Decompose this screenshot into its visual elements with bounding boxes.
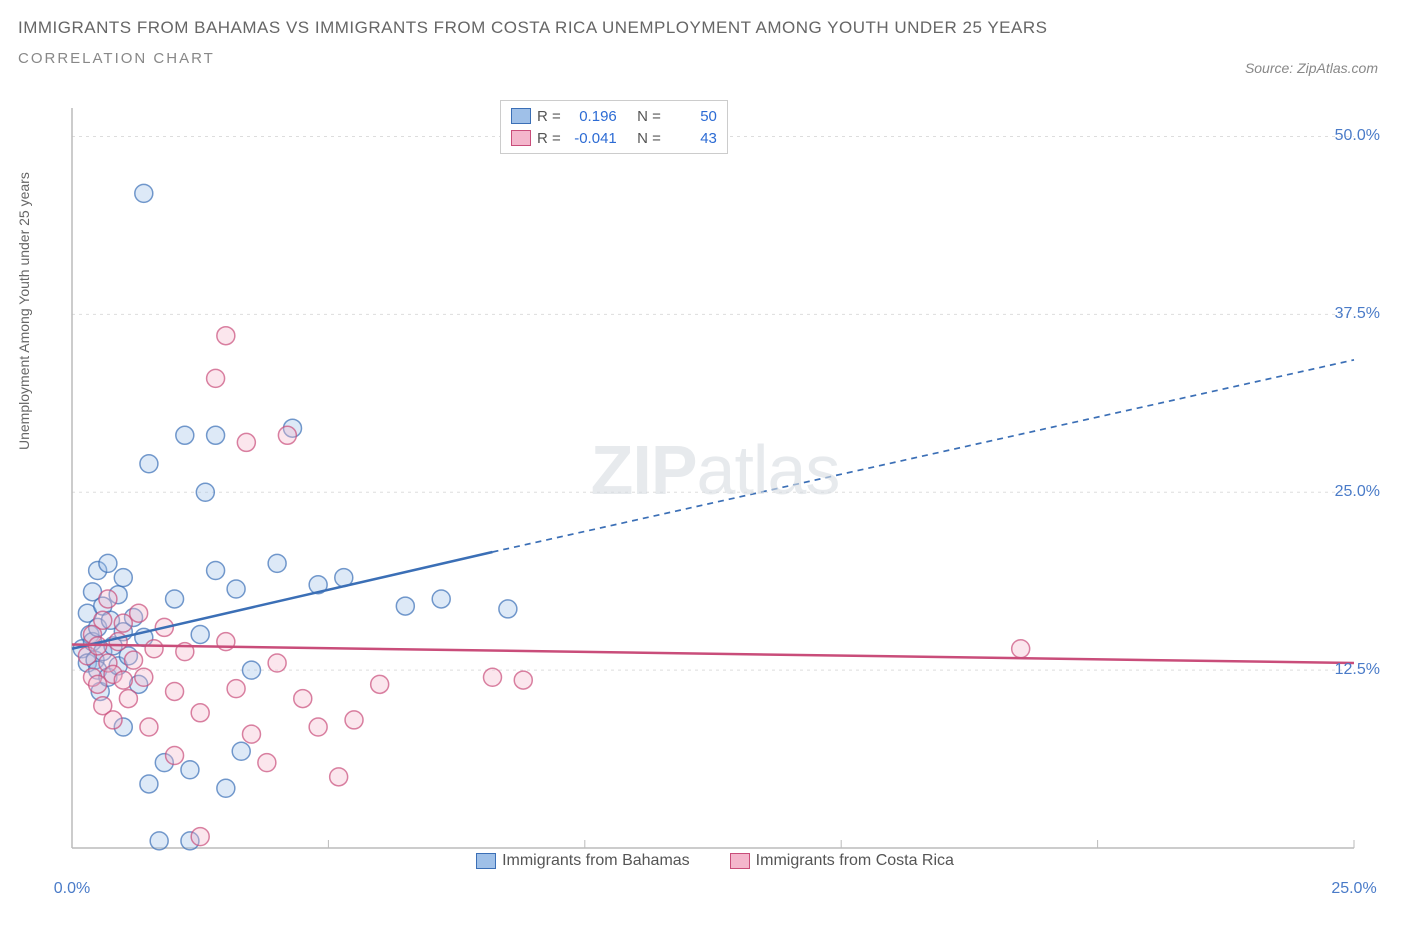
scatter-point: [499, 600, 517, 618]
scatter-point: [237, 433, 255, 451]
legend-swatch: [511, 130, 531, 146]
scatter-point: [207, 562, 225, 580]
scatter-point: [99, 554, 117, 572]
legend-row: R = 0.196 N = 50: [511, 105, 717, 127]
scatter-point: [191, 828, 209, 846]
x-tick-max: 25.0%: [1331, 880, 1376, 898]
scatter-point: [217, 779, 235, 797]
scatter-point: [94, 611, 112, 629]
trend-line-solid: [72, 645, 1354, 664]
legend-swatch: [476, 853, 496, 869]
scatter-point: [191, 704, 209, 722]
scatter-point: [345, 711, 363, 729]
scatter-point: [207, 426, 225, 444]
scatter-point: [242, 661, 260, 679]
legend-swatch: [730, 853, 750, 869]
scatter-point: [166, 682, 184, 700]
scatter-point: [89, 675, 107, 693]
chart-subtitle: CORRELATION CHART: [18, 50, 1047, 67]
scatter-point: [130, 604, 148, 622]
source-attribution: Source: ZipAtlas.com: [1245, 60, 1378, 76]
scatter-point: [99, 590, 117, 608]
scatter-point: [483, 668, 501, 686]
scatter-point: [371, 675, 389, 693]
chart-area: ZIPatlas R =0.196 N =50R =-0.041 N =43 I…: [60, 100, 1370, 870]
scatter-point: [166, 590, 184, 608]
scatter-point: [232, 742, 250, 760]
scatter-point: [145, 640, 163, 658]
scatter-point: [166, 747, 184, 765]
y-tick-label: 12.5%: [1335, 661, 1380, 679]
scatter-plot: [60, 100, 1370, 870]
scatter-point: [135, 668, 153, 686]
scatter-point: [150, 832, 168, 850]
legend-n-label: N =: [637, 130, 661, 147]
scatter-point: [114, 671, 132, 689]
scatter-point: [217, 327, 235, 345]
scatter-point: [278, 426, 296, 444]
y-tick-label: 37.5%: [1335, 305, 1380, 323]
legend-r-label: R =: [537, 108, 561, 125]
legend-series-label: Immigrants from Costa Rica: [756, 852, 954, 870]
scatter-point: [432, 590, 450, 608]
y-axis-label: Unemployment Among Youth under 25 years: [16, 172, 32, 450]
chart-title: IMMIGRANTS FROM BAHAMAS VS IMMIGRANTS FR…: [18, 18, 1047, 38]
legend-r-value: -0.041: [567, 130, 617, 147]
scatter-point: [207, 369, 225, 387]
scatter-point: [176, 426, 194, 444]
legend-r-label: R =: [537, 130, 561, 147]
scatter-point: [114, 569, 132, 587]
scatter-point: [140, 775, 158, 793]
legend-series: Immigrants from Bahamas Immigrants from C…: [60, 852, 1370, 874]
scatter-point: [135, 184, 153, 202]
scatter-point: [119, 690, 137, 708]
trend-line-dashed: [492, 360, 1354, 552]
scatter-point: [140, 718, 158, 736]
scatter-point: [514, 671, 532, 689]
legend-correlation: R = 0.196 N = 50 R = -0.041 N = 43: [500, 100, 728, 154]
scatter-point: [191, 626, 209, 644]
scatter-point: [104, 711, 122, 729]
scatter-point: [268, 654, 286, 672]
legend-n-value: 50: [667, 108, 717, 125]
scatter-point: [330, 768, 348, 786]
y-tick-label: 25.0%: [1335, 483, 1380, 501]
x-tick-origin: 0.0%: [54, 880, 90, 898]
y-tick-label: 50.0%: [1335, 127, 1380, 145]
legend-series-label: Immigrants from Bahamas: [502, 852, 690, 870]
legend-swatch: [511, 108, 531, 124]
scatter-point: [114, 614, 132, 632]
scatter-point: [309, 718, 327, 736]
scatter-point: [227, 580, 245, 598]
scatter-point: [196, 483, 214, 501]
legend-series-item: Immigrants from Costa Rica: [730, 852, 954, 870]
legend-n-value: 43: [667, 130, 717, 147]
legend-series-item: Immigrants from Bahamas: [476, 852, 690, 870]
scatter-point: [140, 455, 158, 473]
scatter-point: [242, 725, 260, 743]
legend-n-label: N =: [637, 108, 661, 125]
scatter-point: [268, 554, 286, 572]
scatter-point: [294, 690, 312, 708]
legend-row: R = -0.041 N = 43: [511, 127, 717, 149]
scatter-point: [258, 754, 276, 772]
scatter-point: [227, 680, 245, 698]
scatter-point: [125, 651, 143, 669]
scatter-point: [181, 761, 199, 779]
scatter-point: [109, 633, 127, 651]
legend-r-value: 0.196: [567, 108, 617, 125]
scatter-point: [1012, 640, 1030, 658]
scatter-point: [396, 597, 414, 615]
